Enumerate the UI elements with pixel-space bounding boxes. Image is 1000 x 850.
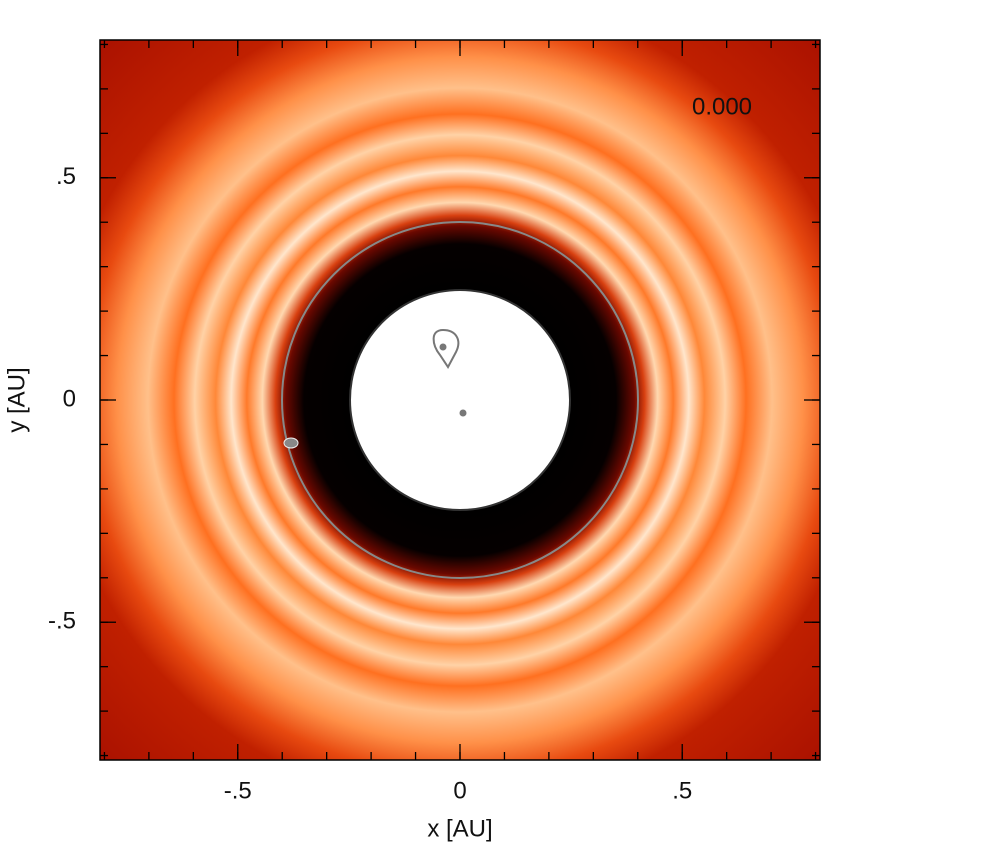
y-axis-label: y [AU]: [3, 367, 30, 432]
x-tick-label: .5: [672, 777, 692, 804]
x-tick-label: 0: [453, 777, 466, 804]
density-map: [100, 40, 820, 760]
y-tick-label: 0: [63, 385, 76, 412]
x-tick-label: -.5: [224, 777, 252, 804]
x-axis-label: x [AU]: [427, 815, 492, 842]
y-tick-label: -.5: [48, 608, 76, 635]
annotation: 0.000: [692, 93, 752, 120]
y-tick-label: .5: [56, 163, 76, 190]
